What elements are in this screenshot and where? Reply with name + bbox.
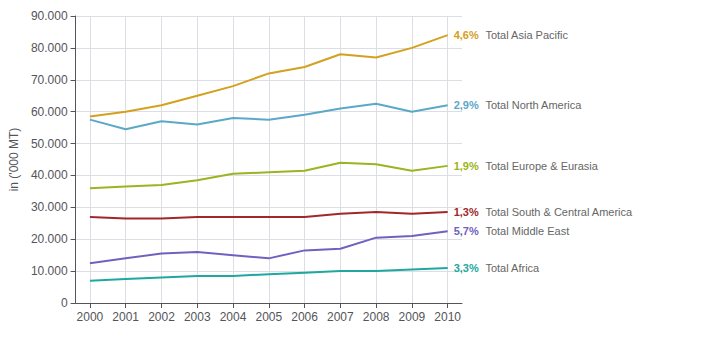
svg-text:2006: 2006 <box>291 310 318 324</box>
svg-text:2005: 2005 <box>255 310 282 324</box>
svg-text:Total Middle East: Total Middle East <box>485 225 569 237</box>
svg-text:60.000: 60.000 <box>31 105 68 119</box>
svg-text:1,3%: 1,3% <box>454 206 479 218</box>
svg-text:5,7%: 5,7% <box>454 225 479 237</box>
svg-text:Total Europe & Eurasia: Total Europe & Eurasia <box>485 160 598 172</box>
svg-text:2,9%: 2,9% <box>454 99 479 111</box>
svg-text:90.000: 90.000 <box>31 9 68 23</box>
svg-text:2003: 2003 <box>184 310 211 324</box>
svg-text:20.000: 20.000 <box>31 232 68 246</box>
svg-text:10.000: 10.000 <box>31 264 68 278</box>
svg-text:2008: 2008 <box>363 310 390 324</box>
svg-text:Total Asia Pacific: Total Asia Pacific <box>485 29 568 41</box>
svg-text:2004: 2004 <box>220 310 247 324</box>
svg-text:70.000: 70.000 <box>31 73 68 87</box>
svg-text:2000: 2000 <box>77 310 104 324</box>
svg-text:40.000: 40.000 <box>31 168 68 182</box>
svg-text:2007: 2007 <box>327 310 354 324</box>
svg-text:1,9%: 1,9% <box>454 160 479 172</box>
svg-text:4,6%: 4,6% <box>454 29 479 41</box>
svg-text:in ('000 MT): in ('000 MT) <box>7 128 21 192</box>
svg-text:0: 0 <box>61 296 68 310</box>
svg-text:30.000: 30.000 <box>31 200 68 214</box>
svg-text:2009: 2009 <box>399 310 426 324</box>
svg-text:50.000: 50.000 <box>31 137 68 151</box>
svg-text:2001: 2001 <box>112 310 139 324</box>
svg-text:Total North America: Total North America <box>485 99 582 111</box>
svg-text:Total South & Central America: Total South & Central America <box>485 206 633 218</box>
svg-text:2002: 2002 <box>148 310 175 324</box>
svg-text:2010: 2010 <box>434 310 461 324</box>
svg-text:3,3%: 3,3% <box>454 262 479 274</box>
svg-text:Total Africa: Total Africa <box>485 262 540 274</box>
svg-text:80.000: 80.000 <box>31 41 68 55</box>
